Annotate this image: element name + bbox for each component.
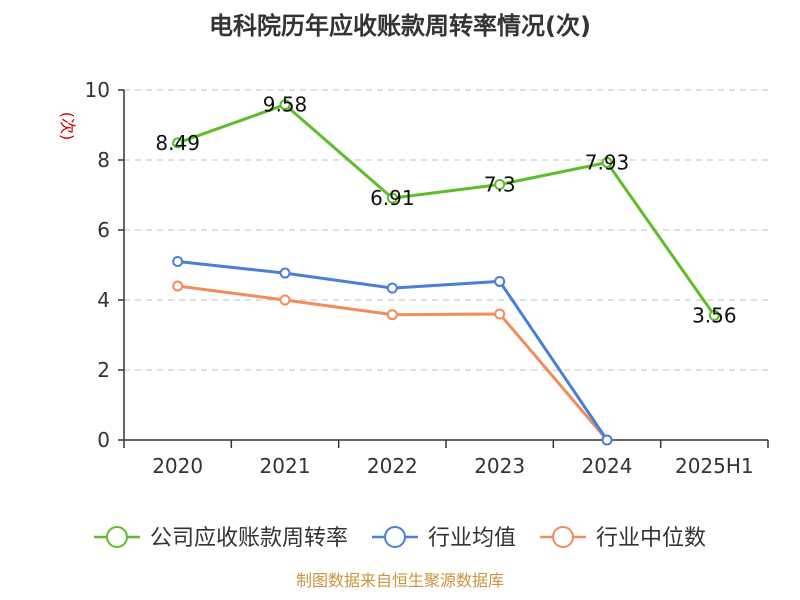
- data-point: [708, 309, 720, 321]
- legend: 公司应收账款周转率 行业均值 行业中位数: [94, 526, 706, 551]
- legend-label: 行业中位数: [596, 526, 706, 551]
- x-tick-label: 2020: [152, 454, 203, 478]
- data-point: [172, 137, 184, 149]
- data-point: [279, 294, 291, 306]
- data-point: [494, 308, 506, 320]
- y-tick-label: 8: [97, 148, 110, 172]
- data-label: 8.49: [155, 131, 200, 155]
- data-label: 9.58: [263, 93, 308, 117]
- data-point: [386, 309, 398, 321]
- x-tick-label: 2024: [582, 454, 633, 478]
- data-label: 7.93: [585, 150, 630, 174]
- x-tick-label: 2022: [367, 454, 418, 478]
- data-label: 3.56: [692, 303, 737, 327]
- legend-marker-icon: [106, 526, 128, 548]
- legend-marker-icon: [552, 526, 574, 548]
- y-tick-label: 0: [97, 428, 110, 452]
- data-label: 6.91: [370, 186, 415, 210]
- legend-item[interactable]: 行业均值: [372, 526, 516, 551]
- y-tick-label: 2: [97, 358, 110, 382]
- data-points: [172, 99, 720, 446]
- series-line: [176, 103, 716, 317]
- data-point: [494, 275, 506, 287]
- grid-lines: [124, 89, 768, 371]
- x-tick-label: 2021: [260, 454, 311, 478]
- data-label: 7.3: [484, 173, 516, 197]
- legend-label: 行业均值: [428, 526, 516, 551]
- series-line: [176, 284, 609, 442]
- legend-label: 公司应收账款周转率: [150, 526, 348, 551]
- data-point: [172, 256, 184, 267]
- data-point: [601, 434, 613, 446]
- legend-item[interactable]: 公司应收账款周转率: [94, 526, 348, 551]
- axes: 0 2 4 6 8 10 2020 2021 2022 2023 2024 2025H1: [85, 78, 769, 478]
- data-point: [279, 267, 291, 279]
- chart-title: 电科院历年应收账款周转率情况(次): [209, 12, 591, 40]
- data-point: [386, 282, 398, 294]
- x-tick-label: 2025H1: [675, 454, 754, 478]
- x-tick-label: 2023: [474, 454, 525, 478]
- data-point: [494, 179, 506, 190]
- series-lines: [176, 103, 716, 442]
- y-tick-label: 10: [85, 78, 110, 102]
- data-labels: 8.49 9.58 6.91 7.3 7.93 3.56: [155, 93, 736, 328]
- data-point: [601, 156, 613, 168]
- data-point: [279, 99, 291, 111]
- data-point: [172, 280, 184, 292]
- legend-item[interactable]: 行业中位数: [540, 526, 706, 551]
- data-point: [386, 192, 398, 204]
- y-tick-label: 4: [97, 288, 110, 312]
- legend-marker-icon: [384, 526, 406, 548]
- y-tick-label: 6: [97, 218, 110, 242]
- y-axis-label: (次): [58, 112, 77, 141]
- source-note: 制图数据来自恒生聚源数据库: [296, 571, 504, 590]
